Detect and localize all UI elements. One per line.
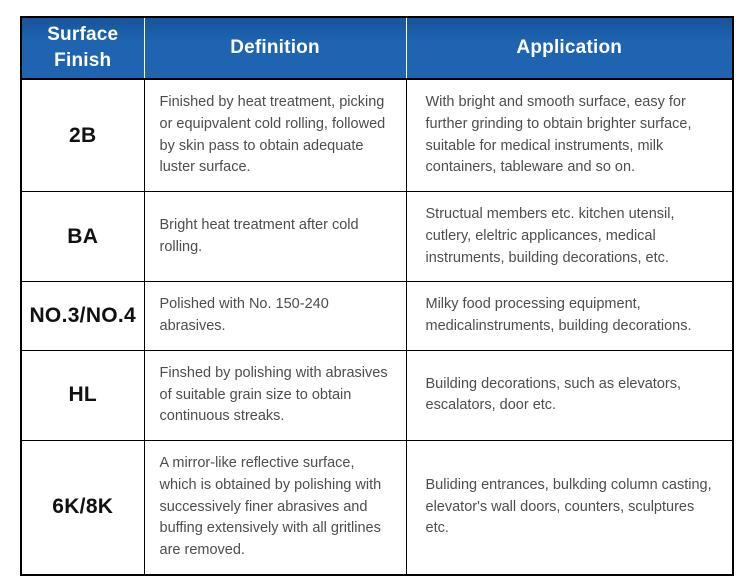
application-cell: Building decorations, such as elevators,… bbox=[405, 349, 734, 442]
application-cell: Structual members etc. kitchen utensil, … bbox=[405, 190, 734, 283]
application-cell: Milky food processing equipment, medical… bbox=[405, 281, 734, 351]
definition-cell: Bright heat treatment after cold rolling… bbox=[143, 190, 407, 283]
table-body: 2B Finished by heat treatment, picking o… bbox=[20, 78, 734, 576]
table-row: 2B Finished by heat treatment, picking o… bbox=[20, 78, 734, 192]
table-row: 6K/8K A mirror-like reflective surface, … bbox=[20, 439, 734, 576]
application-cell: Buliding entrances, bulkding column cast… bbox=[405, 439, 734, 576]
table-row: HL Finshed by polishing with abrasives o… bbox=[20, 349, 734, 442]
header-row: Surface Finish Definition Application bbox=[21, 17, 733, 80]
definition-cell: A mirror-like reflective surface, which … bbox=[143, 439, 407, 576]
definition-cell: Polished with No. 150-240 abrasives. bbox=[143, 281, 407, 351]
column-header-surface-finish: Surface Finish bbox=[21, 17, 144, 80]
table-row: BA Bright heat treatment after cold roll… bbox=[20, 190, 734, 283]
finish-code-cell: HL bbox=[20, 349, 145, 442]
definition-cell: Finished by heat treatment, picking or e… bbox=[143, 78, 407, 192]
finish-code-cell: 6K/8K bbox=[20, 439, 145, 576]
definition-cell: Finshed by polishing with abrasives of s… bbox=[143, 349, 407, 442]
finish-code-cell: NO.3/NO.4 bbox=[20, 281, 145, 351]
surface-finish-table: Surface Finish Definition Application 2B… bbox=[20, 16, 734, 576]
column-header-application: Application bbox=[405, 17, 733, 80]
table-row: NO.3/NO.4 Polished with No. 150-240 abra… bbox=[20, 281, 734, 351]
application-cell: With bright and smooth surface, easy for… bbox=[405, 78, 734, 192]
finish-code-cell: 2B bbox=[20, 78, 145, 192]
finish-code-cell: BA bbox=[20, 190, 145, 283]
column-header-definition: Definition bbox=[143, 17, 406, 80]
table-header: Surface Finish Definition Application bbox=[21, 17, 733, 80]
